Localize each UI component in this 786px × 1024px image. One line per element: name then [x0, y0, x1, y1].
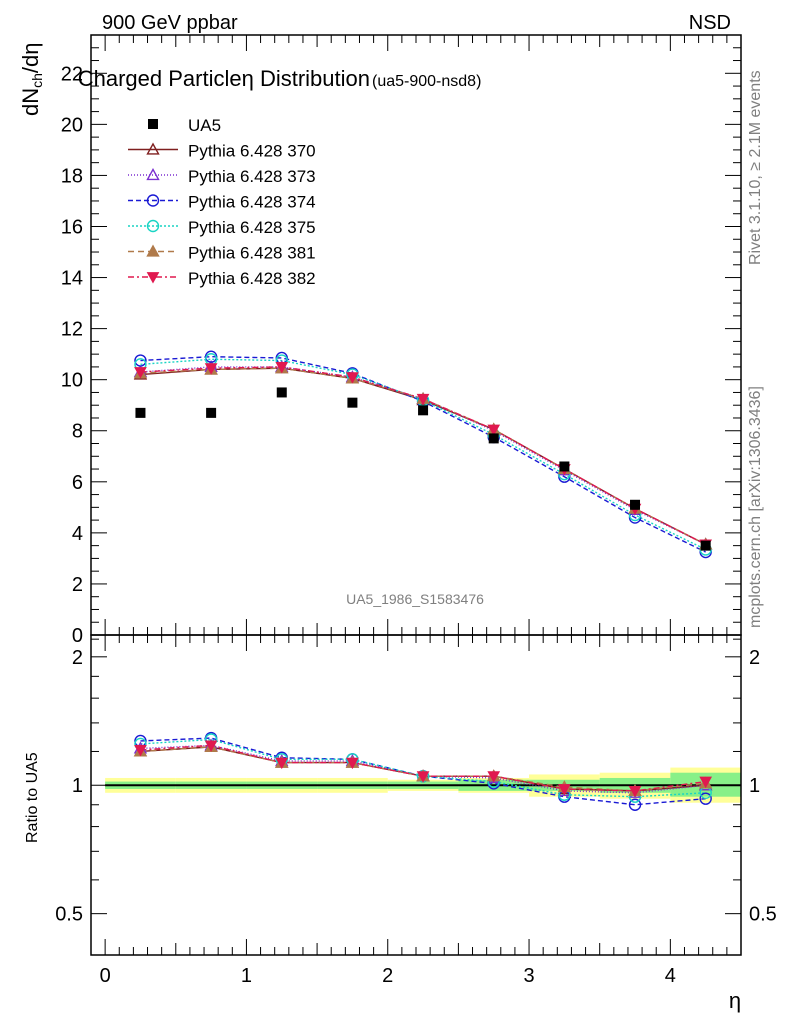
main-y-axis-label: dNch/dη: [18, 42, 45, 116]
ratio-y-tick-label-right: 0.5: [749, 904, 777, 926]
ua5-data-point: [630, 499, 641, 510]
y-tick-label: 0: [72, 625, 83, 647]
main-series-point: [134, 354, 147, 367]
ratio-y-axis-label: Ratio to UA5: [24, 752, 41, 843]
ratio-y-tick-label-left: 2: [72, 647, 83, 669]
side-mcplots-label: mcplots.cern.ch [arXiv:1306.3436]: [747, 386, 764, 628]
ratio-frame: [90, 634, 742, 956]
ratio-series-point: [275, 757, 289, 770]
ua5-data-point: [206, 407, 217, 418]
ratio-y-tick-label-left: 0.5: [55, 904, 83, 926]
y-tick-label: 4: [72, 523, 83, 545]
ua5-data-point: [559, 461, 570, 472]
ratio-series-point: [346, 757, 359, 770]
ua5-data-point: [135, 407, 146, 418]
legend-marker: [146, 142, 160, 155]
ua5-data-point: [347, 397, 358, 408]
ratio-series-point: [699, 776, 713, 789]
x-tick-label: 1: [241, 965, 252, 987]
ratio-series-point: [204, 740, 218, 752]
legend-label: Pythia 6.428 370: [188, 142, 316, 161]
ratio-y-tick-label-left: 1: [72, 775, 83, 797]
y-tick-label: 8: [72, 421, 83, 443]
y-tick-label: 10: [61, 370, 83, 392]
main-series-point: [487, 424, 501, 436]
y-tick-label: 22: [61, 63, 83, 85]
chart-title: Charged Particleη Distribution: [78, 66, 370, 91]
y-tick-label: 20: [61, 114, 83, 136]
legend: UA5 Pythia 6.428 370 Pythia 6.428 373 Pythi…: [128, 116, 316, 288]
main-panel: 0 2 4 6 8 10 12 14 16 18 20 22 Charged Particleη Di…: [61, 34, 742, 647]
main-series-layer: [133, 350, 713, 559]
y-tick-label: 16: [61, 216, 83, 238]
analysis-watermark: UA5_1986_S1583476: [346, 591, 484, 607]
ua5-data-point: [488, 433, 499, 444]
main-series-line: [140, 366, 706, 545]
ratio-series-point: [628, 798, 642, 811]
main-series-line: [140, 367, 706, 545]
main-series-point: [346, 372, 359, 384]
process-label: NSD: [689, 12, 731, 34]
ratio-panel: 0 1 2 3 4 0.5 0.5 1 1 2 2 Ratio to UA5: [24, 634, 777, 987]
legend-label: Pythia 6.428 375: [188, 218, 316, 237]
main-series-line: [140, 356, 706, 553]
legend-marker: [146, 272, 160, 284]
chart-title-suffix: (ua5-900-nsd8): [372, 73, 481, 90]
ratio-y-tick-label-right: 2: [749, 647, 760, 669]
x-tick-label: 0: [100, 965, 111, 987]
ua5-data-point: [276, 387, 287, 398]
main-axes: 0 2 4 6 8 10 12 14 16 18 20 22: [61, 35, 742, 647]
legend-label-ua5: UA5: [188, 116, 221, 135]
main-series-point: [416, 393, 430, 406]
legend-label: Pythia 6.428 381: [188, 244, 316, 263]
ratio-series-point: [699, 792, 712, 805]
y-tick-label: 6: [72, 472, 83, 494]
ratio-axes: 0 1 2 3 4 0.5 0.5 1 1 2 2: [55, 635, 777, 987]
main-series-point: [275, 362, 289, 374]
side-rivet-label: Rivet 3.1.10, ≥ 2.1M events: [747, 70, 764, 265]
y-label-main: dN: [18, 88, 43, 116]
x-axis-label: η: [729, 988, 741, 1013]
ratio-series-point: [558, 784, 571, 796]
legend-marker-ua5: [148, 119, 158, 129]
ratio-series-point: [487, 771, 501, 783]
main-series-line: [140, 358, 706, 551]
legend-marker: [146, 219, 160, 233]
ratio-series-point: [134, 745, 147, 757]
y-tick-label: 18: [61, 165, 83, 187]
x-tick-label: 4: [665, 965, 676, 987]
ratio-y-tick-label-right: 1: [749, 775, 760, 797]
y-tick-label: 14: [61, 268, 83, 290]
legend-marker: [146, 168, 160, 181]
main-series-point: [134, 367, 147, 379]
ratio-series-line: [140, 738, 706, 798]
legend-label: Pythia 6.428 373: [188, 167, 316, 186]
y-tick-label: 12: [61, 319, 83, 341]
energy-label: 900 GeV ppbar: [102, 12, 238, 34]
y-tick-label: 2: [72, 574, 83, 596]
legend-marker: [146, 194, 160, 207]
legend-label: Pythia 6.428 374: [188, 193, 316, 212]
ua5-data-point: [418, 405, 429, 416]
ratio-series-point: [628, 785, 642, 798]
y-label-sub: ch: [29, 73, 45, 88]
main-series-point: [204, 363, 218, 375]
ratio-series-point: [416, 771, 430, 783]
legend-label: Pythia 6.428 382: [188, 269, 316, 288]
x-tick-label: 2: [382, 965, 393, 987]
ua5-data-point: [700, 540, 711, 551]
x-tick-label: 3: [523, 965, 534, 987]
y-label-tail: /dη: [18, 42, 43, 73]
ratio-series-layer: [133, 731, 713, 811]
legend-marker: [146, 244, 160, 257]
